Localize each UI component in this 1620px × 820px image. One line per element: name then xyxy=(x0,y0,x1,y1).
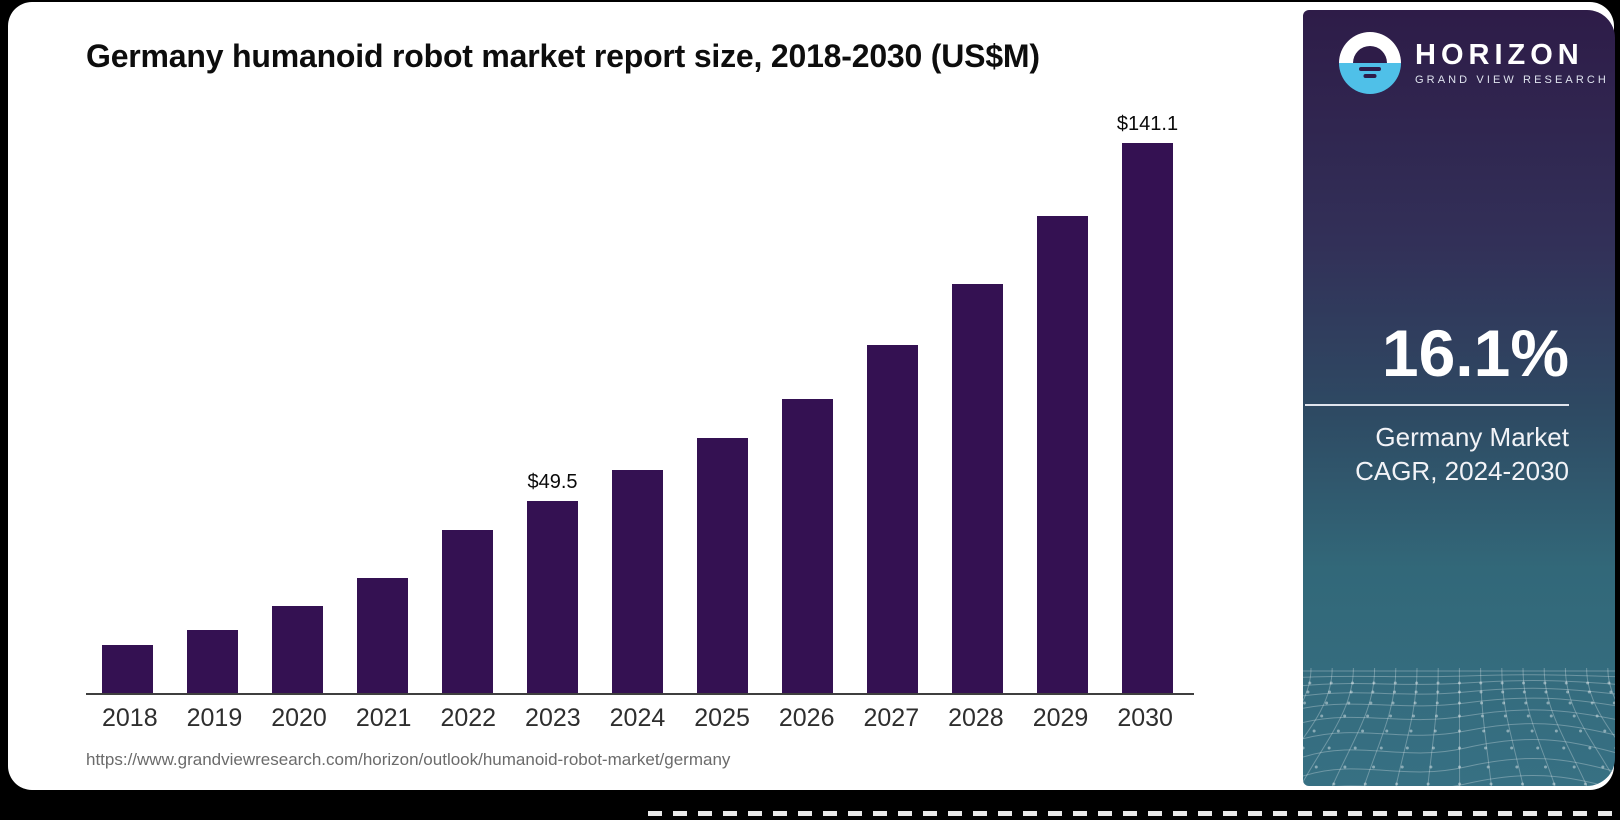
bar-2022 xyxy=(442,530,493,694)
bottom-edge-dashes xyxy=(648,811,1620,816)
bar-2030: $141.1 xyxy=(1117,113,1178,694)
x-axis-line xyxy=(86,693,1194,695)
bar-value-label-2023: $49.5 xyxy=(527,471,578,493)
bar-2021 xyxy=(357,578,408,694)
cagr-label: Germany Market CAGR, 2024-2030 xyxy=(1303,420,1615,489)
bar-value-label-2030: $141.1 xyxy=(1116,113,1179,135)
x-axis-label-2020: 2020 xyxy=(271,704,327,732)
x-axis-label-2025: 2025 xyxy=(694,704,750,732)
x-axis-label-2026: 2026 xyxy=(778,704,835,732)
x-axis-label-2019: 2019 xyxy=(186,704,243,732)
logo-sun-glyph xyxy=(1353,46,1387,63)
x-axis-label-2018: 2018 xyxy=(102,704,158,732)
x-axis-label-2030: 2030 xyxy=(1117,704,1173,732)
brand-subtitle: GRAND VIEW RESEARCH xyxy=(1415,74,1609,87)
cagr-label-line2: CAGR, 2024-2030 xyxy=(1355,456,1569,487)
bar-2029 xyxy=(1037,216,1088,694)
brand-name: HORIZON xyxy=(1415,38,1584,71)
bar-2023: $49.5 xyxy=(527,471,578,694)
bar-2020 xyxy=(272,606,323,694)
x-axis-label-2023: 2023 xyxy=(525,704,581,732)
bar-2024 xyxy=(612,470,663,694)
cagr-divider xyxy=(1305,404,1569,406)
x-axis-label-2028: 2028 xyxy=(948,704,1004,732)
bar-2026 xyxy=(782,399,833,694)
x-axis-label-2021: 2021 xyxy=(355,704,412,732)
infographic-card: Germany humanoid robot market report siz… xyxy=(8,2,1620,816)
cagr-block: 16.1% Germany Market CAGR, 2024-2030 xyxy=(1303,320,1615,489)
x-axis-labels: 2018 2019 2020 2021 2022 2023 2024 2025 2026 2027… xyxy=(102,704,1173,733)
cagr-value: 16.1% xyxy=(1381,316,1569,390)
logo-reflection-line xyxy=(1359,67,1381,71)
sidebar-panel: HORIZON GRAND VIEW RESEARCH 16.1% German… xyxy=(1303,10,1615,786)
x-axis-label-2022: 2022 xyxy=(440,704,497,732)
brand-text: HORIZON GRAND VIEW RESEARCH xyxy=(1415,38,1609,87)
wireframe-mesh-graphic xyxy=(1303,668,1615,786)
horizon-logo-icon xyxy=(1339,32,1401,94)
chart-title: Germany humanoid robot market report siz… xyxy=(86,38,1040,74)
brand-block: HORIZON GRAND VIEW RESEARCH xyxy=(1339,32,1609,94)
source-url: https://www.grandviewresearch.com/horizo… xyxy=(86,750,731,769)
bar-2027 xyxy=(867,345,918,694)
bar-2025 xyxy=(697,438,748,694)
bar-2019 xyxy=(187,630,238,694)
x-axis-label-2029: 2029 xyxy=(1032,704,1089,732)
bar-chart: $49.5 $141.1 xyxy=(102,113,1178,694)
bar-2018 xyxy=(102,645,153,694)
logo-reflection-line xyxy=(1363,74,1377,78)
x-axis-label-2027: 2027 xyxy=(863,704,920,732)
bar-2028 xyxy=(952,284,1003,694)
cagr-label-line1: Germany Market xyxy=(1375,422,1569,452)
x-axis-label-2024: 2024 xyxy=(609,704,666,732)
